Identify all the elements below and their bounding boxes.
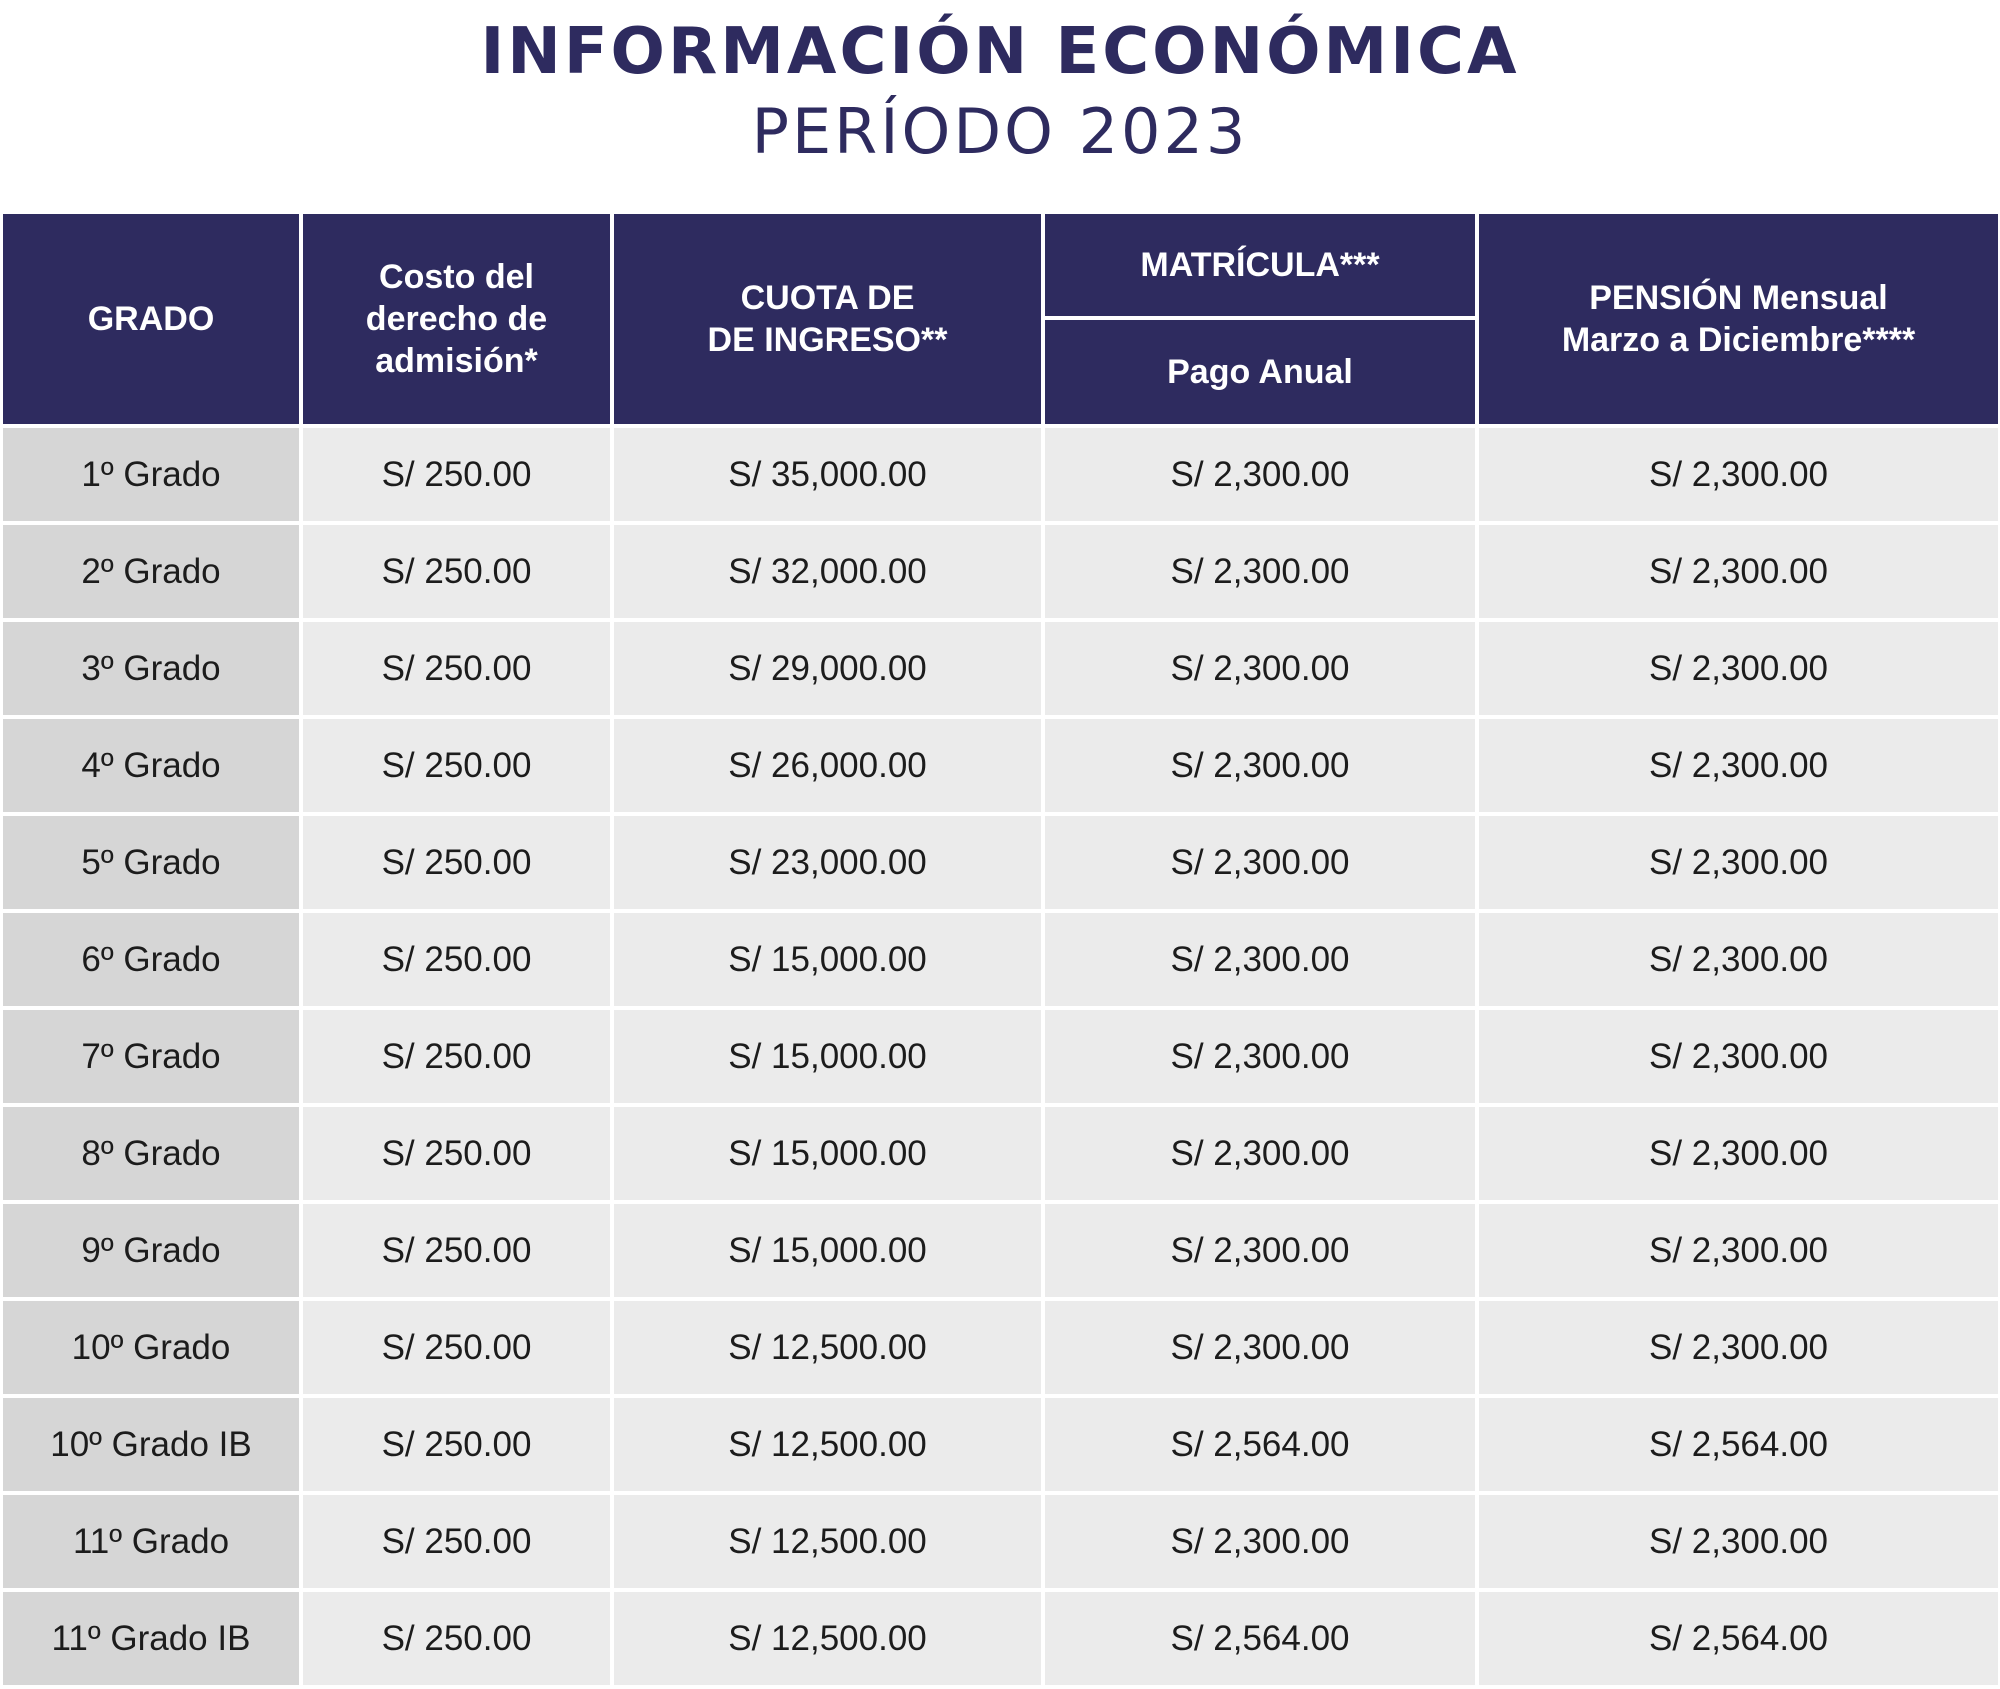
pension-cell: S/ 2,300.00	[1479, 913, 1998, 1006]
table-row: 5º Grado S/ 250.00 S/ 23,000.00 S/ 2,300…	[3, 816, 1998, 909]
pension-cell: S/ 2,564.00	[1479, 1592, 1998, 1685]
matricula-cell: S/ 2,300.00	[1045, 525, 1475, 618]
grado-cell: 4º Grado	[3, 719, 299, 812]
costo-admision-cell: S/ 250.00	[303, 1398, 610, 1491]
cuota-ingreso-cell: S/ 12,500.00	[614, 1495, 1041, 1588]
table-row: 4º Grado S/ 250.00 S/ 26,000.00 S/ 2,300…	[3, 719, 1998, 812]
costo-admision-cell: S/ 250.00	[303, 1010, 610, 1103]
table-row: 10º Grado S/ 250.00 S/ 12,500.00 S/ 2,30…	[3, 1301, 1998, 1394]
grado-cell: 3º Grado	[3, 622, 299, 715]
matricula-cell: S/ 2,300.00	[1045, 1495, 1475, 1588]
grado-cell: 1º Grado	[3, 428, 299, 521]
header-costo-line2: derecho de	[365, 300, 548, 338]
cuota-ingreso-cell: S/ 12,500.00	[614, 1301, 1041, 1394]
cuota-ingreso-cell: S/ 15,000.00	[614, 913, 1041, 1006]
table-row: 10º Grado IB S/ 250.00 S/ 12,500.00 S/ 2…	[3, 1398, 1998, 1491]
matricula-cell: S/ 2,300.00	[1045, 622, 1475, 715]
grado-cell: 10º Grado IB	[3, 1398, 299, 1491]
cuota-ingreso-cell: S/ 15,000.00	[614, 1204, 1041, 1297]
grado-cell: 2º Grado	[3, 525, 299, 618]
matricula-cell: S/ 2,300.00	[1045, 1301, 1475, 1394]
fees-table-body: 1º Grado S/ 250.00 S/ 35,000.00 S/ 2,300…	[3, 428, 1998, 1685]
cuota-ingreso-cell: S/ 23,000.00	[614, 816, 1041, 909]
table-row: 1º Grado S/ 250.00 S/ 35,000.00 S/ 2,300…	[3, 428, 1998, 521]
matricula-cell: S/ 2,564.00	[1045, 1592, 1475, 1685]
matricula-cell: S/ 2,300.00	[1045, 1204, 1475, 1297]
grado-cell: 10º Grado	[3, 1301, 299, 1394]
table-row: 8º Grado S/ 250.00 S/ 15,000.00 S/ 2,300…	[3, 1107, 1998, 1200]
matricula-cell: S/ 2,300.00	[1045, 1010, 1475, 1103]
costo-admision-cell: S/ 250.00	[303, 428, 610, 521]
costo-admision-cell: S/ 250.00	[303, 1301, 610, 1394]
grado-cell: 5º Grado	[3, 816, 299, 909]
fees-table: GRADO Costo del derecho de admisión* CUO…	[0, 210, 2000, 1689]
header-costo-line3: admisión*	[375, 342, 538, 380]
costo-admision-cell: S/ 250.00	[303, 1204, 610, 1297]
cuota-ingreso-cell: S/ 29,000.00	[614, 622, 1041, 715]
grado-cell: 9º Grado	[3, 1204, 299, 1297]
matricula-cell: S/ 2,300.00	[1045, 719, 1475, 812]
header-matricula: MATRÍCULA***	[1045, 214, 1475, 316]
cuota-ingreso-cell: S/ 32,000.00	[614, 525, 1041, 618]
pension-cell: S/ 2,300.00	[1479, 1204, 1998, 1297]
table-row: 3º Grado S/ 250.00 S/ 29,000.00 S/ 2,300…	[3, 622, 1998, 715]
cuota-ingreso-cell: S/ 12,500.00	[614, 1592, 1041, 1685]
fees-table-header: GRADO Costo del derecho de admisión* CUO…	[3, 214, 1998, 424]
header-pension-line1: PENSIÓN Mensual	[1589, 279, 1888, 317]
costo-admision-cell: S/ 250.00	[303, 719, 610, 812]
costo-admision-cell: S/ 250.00	[303, 913, 610, 1006]
costo-admision-cell: S/ 250.00	[303, 525, 610, 618]
table-row: 6º Grado S/ 250.00 S/ 15,000.00 S/ 2,300…	[3, 913, 1998, 1006]
table-row: 7º Grado S/ 250.00 S/ 15,000.00 S/ 2,300…	[3, 1010, 1998, 1103]
header-cuota-line1: CUOTA DE	[740, 279, 915, 317]
cuota-ingreso-cell: S/ 26,000.00	[614, 719, 1041, 812]
costo-admision-cell: S/ 250.00	[303, 622, 610, 715]
grado-cell: 11º Grado	[3, 1495, 299, 1588]
pension-cell: S/ 2,300.00	[1479, 1495, 1998, 1588]
table-row: 11º Grado IB S/ 250.00 S/ 12,500.00 S/ 2…	[3, 1592, 1998, 1685]
costo-admision-cell: S/ 250.00	[303, 1107, 610, 1200]
cuota-ingreso-cell: S/ 12,500.00	[614, 1398, 1041, 1491]
header-costo-admision: Costo del derecho de admisión*	[303, 214, 610, 424]
matricula-cell: S/ 2,300.00	[1045, 816, 1475, 909]
table-row: 9º Grado S/ 250.00 S/ 15,000.00 S/ 2,300…	[3, 1204, 1998, 1297]
pension-cell: S/ 2,300.00	[1479, 816, 1998, 909]
costo-admision-cell: S/ 250.00	[303, 1495, 610, 1588]
grado-cell: 7º Grado	[3, 1010, 299, 1103]
grado-cell: 11º Grado IB	[3, 1592, 299, 1685]
pension-cell: S/ 2,300.00	[1479, 1010, 1998, 1103]
header-costo-line1: Costo del	[379, 258, 534, 296]
header-pago-anual-label: Pago Anual	[1167, 353, 1353, 391]
header-cuota-line2: DE INGRESO**	[707, 321, 948, 359]
matricula-cell: S/ 2,300.00	[1045, 428, 1475, 521]
cuota-ingreso-cell: S/ 35,000.00	[614, 428, 1041, 521]
header-pago-anual: Pago Anual	[1045, 320, 1475, 424]
header-pension-line2: Marzo a Diciembre****	[1561, 321, 1916, 359]
page-title: INFORMACIÓN ECONÓMICA	[480, 15, 1520, 89]
pension-cell: S/ 2,300.00	[1479, 1301, 1998, 1394]
costo-admision-cell: S/ 250.00	[303, 816, 610, 909]
pension-cell: S/ 2,300.00	[1479, 1107, 1998, 1200]
header-grado-label: GRADO	[87, 300, 215, 338]
header-pension: PENSIÓN Mensual Marzo a Diciembre****	[1479, 214, 1998, 424]
matricula-cell: S/ 2,300.00	[1045, 913, 1475, 1006]
pension-cell: S/ 2,300.00	[1479, 525, 1998, 618]
table-row: 2º Grado S/ 250.00 S/ 32,000.00 S/ 2,300…	[3, 525, 1998, 618]
pension-cell: S/ 2,300.00	[1479, 622, 1998, 715]
grado-cell: 6º Grado	[3, 913, 299, 1006]
cuota-ingreso-cell: S/ 15,000.00	[614, 1107, 1041, 1200]
pension-cell: S/ 2,300.00	[1479, 428, 1998, 521]
page-subtitle: PERÍODO 2023	[751, 95, 1249, 168]
header-cuota-ingreso: CUOTA DE DE INGRESO**	[614, 214, 1041, 424]
pension-cell: S/ 2,564.00	[1479, 1398, 1998, 1491]
header-grado: GRADO	[3, 214, 299, 424]
table-row: 11º Grado S/ 250.00 S/ 12,500.00 S/ 2,30…	[3, 1495, 1998, 1588]
matricula-cell: S/ 2,300.00	[1045, 1107, 1475, 1200]
pension-cell: S/ 2,300.00	[1479, 719, 1998, 812]
cuota-ingreso-cell: S/ 15,000.00	[614, 1010, 1041, 1103]
grado-cell: 8º Grado	[3, 1107, 299, 1200]
matricula-cell: S/ 2,564.00	[1045, 1398, 1475, 1491]
costo-admision-cell: S/ 250.00	[303, 1592, 610, 1685]
header-matricula-label: MATRÍCULA***	[1140, 246, 1380, 284]
